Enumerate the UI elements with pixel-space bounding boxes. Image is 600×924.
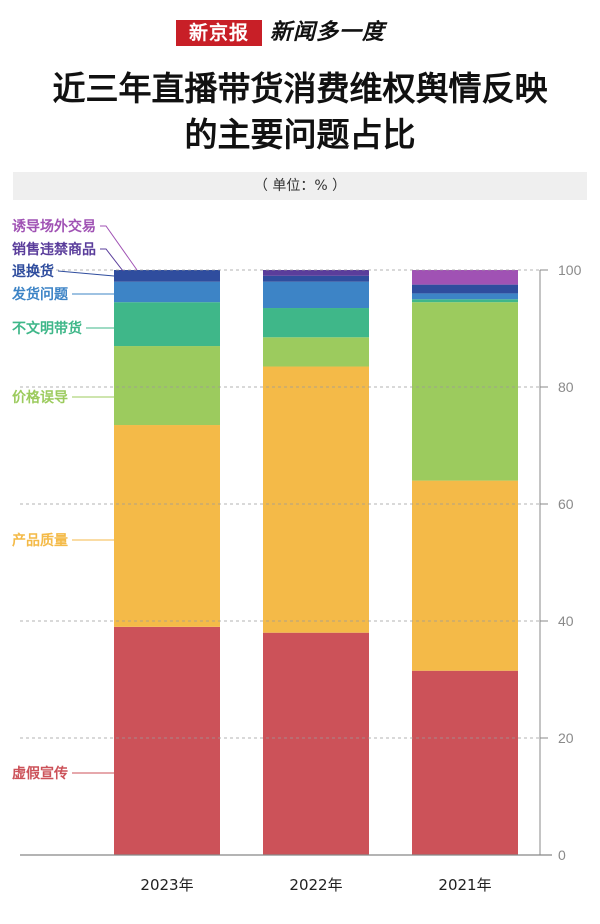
legend-leader-line — [100, 248, 124, 272]
bar-segment — [263, 308, 369, 338]
y-tick-label: 0 — [558, 847, 566, 863]
y-tick-label: 60 — [558, 496, 574, 512]
bar-segment — [263, 337, 369, 367]
bar-segment — [263, 366, 369, 633]
page-title: 近三年直播带货消费维权舆情反映 的主要问题占比 — [0, 66, 600, 158]
bar-segment — [114, 302, 220, 347]
legend-label: 不文明带货 — [12, 320, 82, 337]
bar-segment — [412, 302, 518, 481]
header: 新京报 新闻多一度 — [0, 14, 600, 52]
brand-slogan: 新闻多一度 — [270, 20, 386, 45]
legend-label: 发货问题 — [11, 286, 69, 303]
bar-segment — [114, 270, 220, 282]
bar-segment — [263, 281, 369, 309]
bar-segment — [412, 293, 518, 300]
legend-label: 销售违禁商品 — [12, 241, 96, 258]
bar-segment — [412, 299, 518, 303]
bar-segment — [263, 275, 369, 282]
bar-segment — [412, 270, 518, 285]
y-tick-label: 20 — [558, 730, 574, 746]
x-tick-label: 2023年 — [140, 876, 193, 894]
legend-leader-line — [57, 270, 115, 277]
unit-label: （ 单位：% ） — [13, 172, 587, 200]
logo: 新京报 — [176, 20, 262, 46]
bar-segment — [263, 632, 369, 855]
legend-label: 退换货 — [12, 263, 54, 280]
legend-label: 价格误导 — [12, 389, 68, 406]
y-tick-label: 80 — [558, 379, 574, 395]
y-tick-label: 40 — [558, 613, 574, 629]
bar-segment — [263, 270, 369, 276]
bar-segment — [114, 425, 220, 627]
title-line-1: 近三年直播带货消费维权舆情反映 — [52, 69, 548, 108]
legend-label: 产品质量 — [12, 532, 68, 549]
bar-segment — [114, 346, 220, 426]
title-line-2: 的主要问题占比 — [184, 115, 416, 154]
bar-segment — [114, 626, 220, 855]
x-tick-label: 2022年 — [289, 876, 342, 894]
bar-segment — [412, 480, 518, 671]
bar-segment — [412, 670, 518, 855]
bar-segment — [412, 284, 518, 294]
x-tick-label: 2021年 — [438, 876, 491, 894]
y-tick-label: 100 — [558, 262, 582, 278]
legend-leader-line — [100, 225, 138, 271]
stacked-bar-chart: 0 20 40 60 80 100 2023年 2022年 2021年 诱导场外交易销售违禁商品退… — [11, 218, 582, 894]
bar-segment — [114, 281, 220, 303]
legend-label: 诱导场外交易 — [12, 218, 96, 235]
legend-label: 虚假宣传 — [12, 765, 68, 782]
